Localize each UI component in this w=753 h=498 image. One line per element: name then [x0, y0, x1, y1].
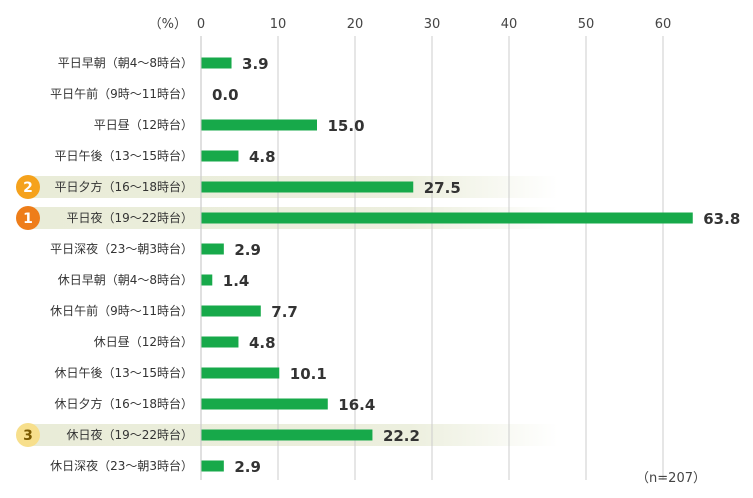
bar	[201, 367, 280, 379]
x-tick-label: 0	[197, 17, 205, 32]
rank-badge	[16, 206, 40, 230]
category-label: 休日昼（12時台）	[94, 334, 193, 349]
category-label: 平日午前（9時～11時台）	[50, 86, 193, 101]
rank-number: 3	[23, 428, 33, 444]
value-label: 2.9	[234, 241, 261, 259]
bar	[201, 150, 239, 162]
category-label: 休日早朝（朝4～8時台）	[58, 272, 193, 287]
value-label: 1.4	[223, 272, 250, 290]
unit-label: （%）	[149, 17, 187, 32]
x-tick-label: 50	[578, 17, 595, 32]
value-label: 2.9	[234, 458, 261, 476]
category-label: 平日早朝（朝4～8時台）	[58, 55, 193, 70]
category-label: 休日深夜（23～朝3時台）	[50, 458, 193, 473]
bar	[201, 429, 373, 441]
category-label: 平日夜（19～22時台）	[66, 210, 193, 225]
value-label: 0.0	[212, 86, 239, 104]
value-label: 63.8	[703, 210, 740, 228]
bar	[201, 212, 693, 224]
sample-size-note: （n=207）	[636, 471, 706, 486]
bar	[201, 181, 414, 193]
rank-badge	[16, 175, 40, 199]
value-label: 3.9	[242, 55, 269, 73]
value-label: 22.2	[383, 427, 420, 445]
value-label: 4.8	[249, 334, 276, 352]
category-label: 平日午後（13～15時台）	[54, 148, 193, 163]
value-label: 16.4	[338, 396, 375, 414]
value-label: 4.8	[249, 148, 276, 166]
bar	[201, 57, 232, 69]
bar	[201, 274, 213, 286]
rank-badge	[16, 423, 40, 447]
category-label: 平日夕方（16～18時台）	[54, 179, 193, 194]
value-label: 15.0	[328, 117, 365, 135]
bar	[201, 398, 328, 410]
category-label: 休日夕方（16～18時台）	[54, 396, 193, 411]
category-label: 休日午後（13～15時台）	[54, 365, 193, 380]
bar	[201, 305, 261, 317]
x-tick-label: 30	[424, 17, 441, 32]
category-label: 平日昼（12時台）	[94, 117, 193, 132]
category-label: 平日深夜（23～朝3時台）	[50, 241, 193, 256]
rank-number: 1	[23, 211, 33, 227]
category-label: 休日夜（19～22時台）	[66, 427, 193, 442]
bar	[201, 460, 224, 472]
rank-number: 2	[23, 180, 33, 196]
value-label: 27.5	[424, 179, 461, 197]
bar	[201, 336, 239, 348]
value-label: 7.7	[271, 303, 298, 321]
x-tick-label: 60	[655, 17, 672, 32]
value-label: 10.1	[290, 365, 327, 383]
x-tick-label: 20	[347, 17, 364, 32]
bar	[201, 243, 224, 255]
x-tick-label: 10	[270, 17, 287, 32]
x-tick-label: 40	[501, 17, 518, 32]
bar	[201, 119, 317, 131]
category-label: 休日午前（9時～11時台）	[50, 303, 193, 318]
